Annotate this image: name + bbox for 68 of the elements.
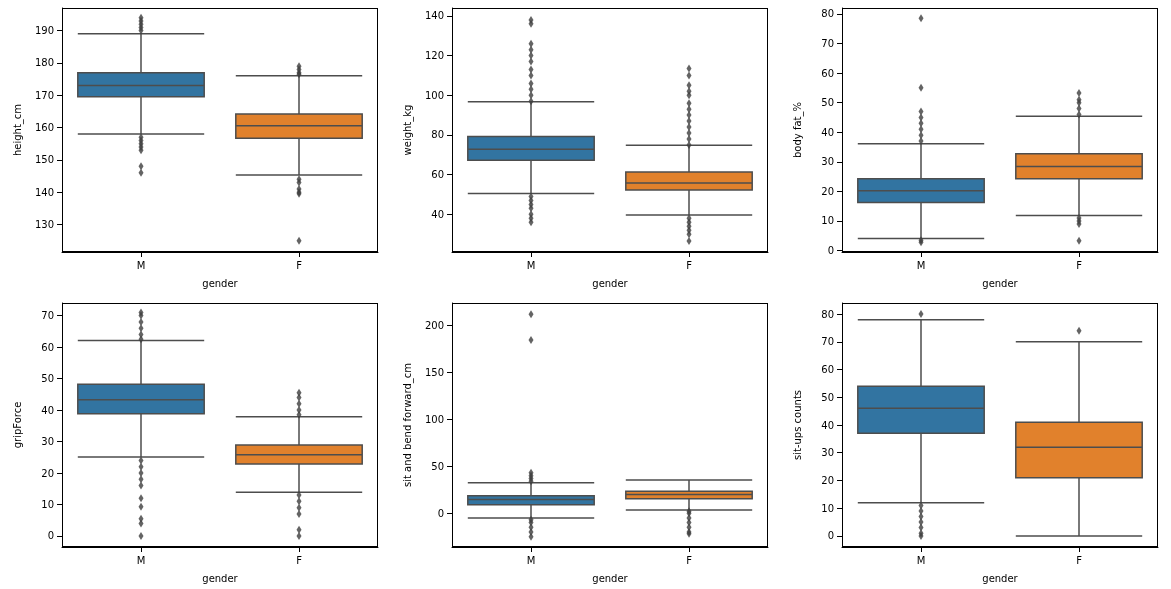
y-tick-label: 100 [424, 413, 444, 425]
y-tick-label: 60 [41, 341, 54, 353]
x-tick-label: F [296, 259, 303, 271]
y-tick-label: 70 [41, 309, 54, 321]
x-tick-label: M [916, 259, 926, 271]
y-axis-title: weight_kg [401, 104, 414, 156]
y-tick-label: 40 [821, 419, 834, 430]
x-tick-label: M [526, 259, 536, 271]
y-tick-label: 50 [821, 97, 834, 109]
y-tick-label: 0 [47, 529, 54, 541]
x-tick-label: F [686, 554, 693, 565]
y-tick-label: 50 [821, 391, 834, 403]
y-tick-label: 10 [821, 215, 834, 227]
x-tick-label: F [296, 554, 303, 565]
x-axis-title: gender [592, 277, 629, 289]
y-tick-label: 140 [34, 186, 54, 198]
x-axis-title: gender [202, 572, 239, 583]
x-tick-label: M [136, 259, 146, 271]
x-axis-title: gender [592, 572, 629, 583]
y-tick-label: 40 [41, 404, 54, 416]
y-tick-label: 150 [424, 366, 444, 378]
y-tick-label: 40 [431, 208, 444, 220]
y-tick-label: 140 [424, 10, 444, 22]
x-tick-label: M [136, 554, 146, 565]
y-tick-label: 180 [34, 57, 54, 69]
y-tick-label: 0 [827, 245, 834, 257]
y-tick-label: 50 [41, 372, 54, 384]
x-tick-label: F [686, 259, 693, 271]
y-tick-label: 60 [821, 363, 834, 375]
x-tick-label: F [1076, 554, 1083, 565]
y-tick-label: 100 [424, 89, 444, 101]
y-tick-label: 200 [424, 319, 444, 331]
x-axis-title: gender [202, 277, 239, 289]
y-tick-label: 20 [821, 185, 834, 197]
y-tick-label: 150 [34, 154, 54, 166]
y-tick-label: 190 [34, 25, 54, 37]
x-tick-label: F [1076, 259, 1083, 271]
y-tick-label: 50 [431, 460, 444, 472]
y-tick-label: 160 [34, 122, 54, 134]
x-tick-label: M [916, 554, 926, 565]
y-axis-title: height_cm [11, 103, 24, 157]
x-axis-title: gender [982, 277, 1019, 289]
x-axis-title: gender [982, 572, 1019, 583]
y-tick-label: 80 [821, 8, 834, 20]
y-tick-label: 70 [821, 335, 834, 347]
y-tick-label: 60 [821, 67, 834, 79]
x-tick-label: M [526, 554, 536, 565]
y-tick-label: 30 [41, 435, 54, 447]
y-tick-label: 80 [821, 308, 834, 320]
y-tick-label: 70 [821, 37, 834, 49]
y-tick-label: 120 [424, 50, 444, 62]
y-tick-label: 60 [431, 169, 444, 181]
y-tick-label: 10 [41, 498, 54, 510]
y-axis-title: body fat_% [791, 102, 804, 158]
y-axis-title: gripForce [11, 401, 23, 448]
y-tick-label: 30 [821, 446, 834, 458]
y-tick-label: 30 [821, 156, 834, 168]
y-axis-title: sit and bend forward_cm [401, 362, 414, 487]
y-tick-label: 170 [34, 89, 54, 101]
y-tick-label: 10 [821, 502, 834, 514]
y-tick-label: 0 [437, 507, 444, 519]
y-tick-label: 20 [41, 467, 54, 479]
y-tick-label: 40 [821, 126, 834, 138]
y-axis-title: sit-ups counts [791, 389, 803, 460]
y-tick-label: 20 [821, 474, 834, 486]
y-tick-label: 130 [34, 219, 54, 231]
y-tick-label: 80 [431, 129, 444, 141]
y-tick-label: 0 [827, 529, 834, 541]
